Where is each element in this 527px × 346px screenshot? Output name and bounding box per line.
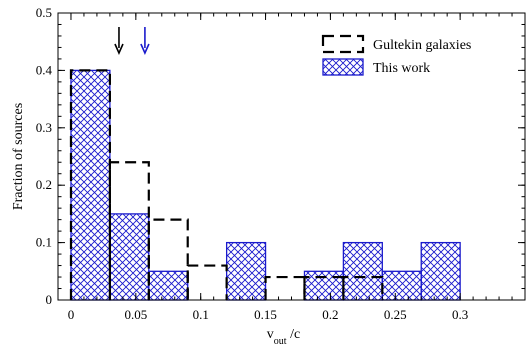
y-tick-label-4: 0.4 (36, 62, 53, 77)
legend-swatch-gultekin (321, 34, 365, 54)
y-tick-label-3: 0.3 (36, 120, 52, 135)
this-work-bar-7 (420, 241, 461, 301)
y-axis-label: Fraction of sources (11, 103, 26, 210)
this-work-bar-2 (148, 270, 189, 301)
y-tick-label-1: 0.1 (36, 235, 52, 250)
this-work-bar-5 (342, 241, 383, 301)
y-tick-label-0: 0 (46, 292, 53, 307)
this-work-bar-3 (225, 241, 267, 301)
x-axis-label-main: v (267, 327, 274, 342)
this-work-bar-0 (70, 69, 111, 301)
x-tick-label-0: 0 (68, 307, 75, 322)
arrow-head-1 (140, 43, 150, 55)
legend-swatch-this-work (322, 58, 364, 76)
legend: Gultekin galaxies This work (321, 34, 471, 76)
gultekin-bar-0 (69, 69, 111, 300)
plot-area (69, 27, 525, 301)
gultekin-bar-3 (186, 264, 228, 300)
x-tick-label-6: 0.3 (452, 307, 468, 322)
this-work-bar-6 (381, 270, 422, 301)
gultekin-bar-5 (303, 275, 345, 300)
y-tick-label-5: 0.5 (36, 5, 52, 20)
x-tick-label-5: 0.25 (384, 307, 407, 322)
y-tick-label-2: 0.2 (36, 177, 52, 192)
gultekin-bar-2 (147, 218, 189, 300)
this-work-bar-4 (303, 270, 345, 301)
legend-label-this-work: This work (373, 61, 430, 76)
x-axis-label: vout /c (267, 327, 300, 346)
x-tick-label-2: 0.1 (193, 307, 209, 322)
x-tick-label-4: 0.2 (322, 307, 338, 322)
x-tick-label-3: 0.15 (254, 307, 277, 322)
x-axis-label-tail: /c (287, 327, 301, 342)
axes: 0 0.05 0.1 0.15 0.2 0.25 0.3 0 0.1 0.2 0.3 0.4 0.5 vo… (11, 5, 526, 346)
legend-label-gultekin: Gultekin galaxies (373, 38, 471, 53)
gultekin-bar-4 (264, 275, 306, 300)
x-tick-label-1: 0.05 (124, 307, 147, 322)
x-axis-label-sub: out (274, 336, 287, 346)
arrow-head-0 (114, 43, 124, 55)
this-work-bar-1 (109, 213, 150, 301)
gultekin-bar-6 (342, 275, 384, 300)
